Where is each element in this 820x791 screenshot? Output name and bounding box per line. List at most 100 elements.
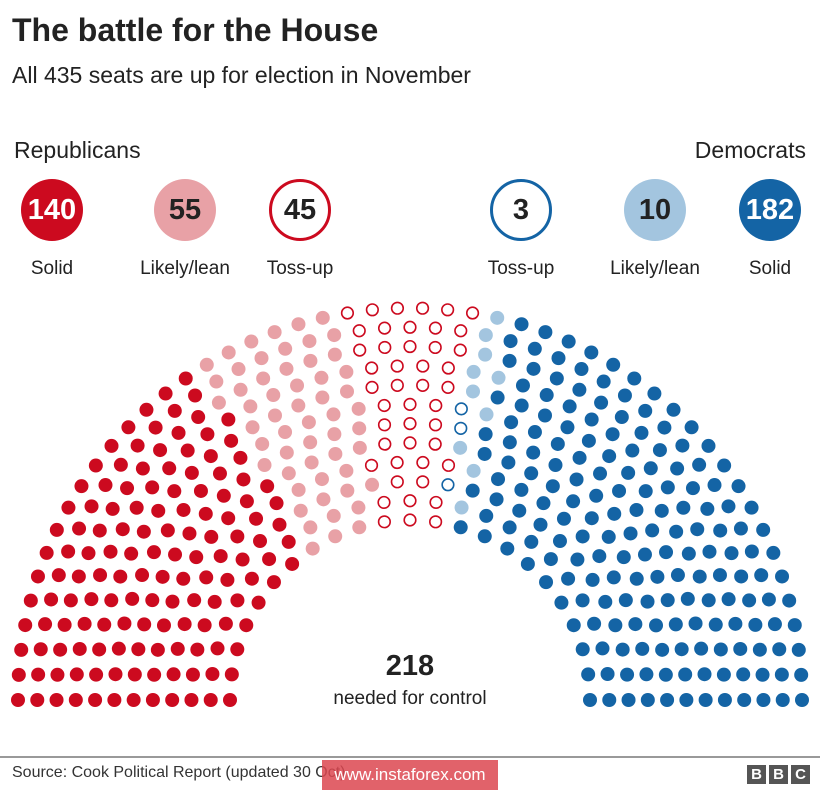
seat-dot bbox=[131, 642, 146, 657]
seat-dot bbox=[593, 466, 608, 481]
seat-dot bbox=[197, 618, 212, 633]
seat-dot bbox=[212, 466, 227, 481]
seat-dot bbox=[127, 667, 142, 682]
seat-dot bbox=[581, 433, 596, 448]
seat-dot bbox=[266, 388, 281, 403]
seat-dot bbox=[501, 455, 516, 470]
seat-dot bbox=[701, 593, 716, 608]
seat-dot bbox=[303, 353, 318, 368]
seat-dot bbox=[205, 666, 220, 681]
seat-dot bbox=[554, 595, 569, 610]
seat-category-label: Likely/lean bbox=[140, 258, 230, 279]
seat-dot bbox=[602, 693, 617, 707]
seat-dot bbox=[403, 417, 417, 431]
seat-dot bbox=[416, 359, 430, 373]
seat-dot bbox=[724, 546, 739, 561]
seat-dot bbox=[441, 303, 455, 317]
seat-dot bbox=[754, 568, 769, 583]
chart-subtitle: All 435 seats are up for election in Nov… bbox=[12, 62, 471, 88]
seat-dot bbox=[30, 569, 45, 584]
seat-dot bbox=[766, 545, 781, 560]
bbc-logo-letter: B bbox=[769, 765, 788, 784]
seat-dot bbox=[71, 569, 86, 584]
seat-dot bbox=[453, 440, 468, 455]
seat-dot bbox=[502, 520, 517, 535]
seat-dot bbox=[113, 457, 128, 472]
seat-dot bbox=[177, 617, 192, 632]
seat-dot bbox=[390, 475, 404, 489]
seat-dot bbox=[216, 488, 231, 503]
seat-dot bbox=[63, 593, 78, 608]
seat-dot bbox=[145, 480, 160, 495]
seat-dot bbox=[692, 457, 707, 472]
seat-dot bbox=[285, 556, 300, 571]
seat-dot bbox=[221, 511, 236, 526]
seat-dot bbox=[728, 616, 743, 631]
seat-dot bbox=[752, 642, 767, 657]
seat-dot bbox=[502, 435, 517, 450]
seat-dot bbox=[243, 399, 258, 414]
seat-dot bbox=[477, 529, 492, 544]
seat-count-badge: 55 bbox=[154, 179, 216, 241]
seat-dot bbox=[587, 616, 602, 631]
seat-dot bbox=[97, 617, 112, 632]
seat-dot bbox=[755, 667, 770, 682]
seat-dot bbox=[326, 407, 341, 422]
seat-dot bbox=[524, 534, 539, 549]
seat-dot bbox=[737, 693, 752, 707]
seat-dot bbox=[150, 642, 165, 657]
seat-dot bbox=[210, 641, 225, 656]
seat-dot bbox=[224, 667, 239, 682]
seat-dot bbox=[74, 479, 89, 494]
seat-dot bbox=[165, 594, 180, 609]
seat-dot bbox=[260, 479, 275, 494]
seat-dot bbox=[657, 420, 672, 435]
seat-dot bbox=[218, 616, 233, 631]
seat-dot bbox=[98, 478, 113, 493]
seat-dot bbox=[453, 520, 468, 535]
seat-dot bbox=[156, 618, 171, 633]
seat-dot bbox=[721, 592, 736, 607]
seat-dot bbox=[526, 445, 541, 460]
seat-dot bbox=[176, 502, 191, 517]
seat-dot bbox=[416, 455, 430, 470]
seat-dot bbox=[340, 483, 355, 498]
seat-count-badge: 3 bbox=[490, 179, 552, 241]
seat-category-label: Solid bbox=[30, 258, 74, 279]
seat-dot bbox=[139, 402, 154, 417]
seat-dot bbox=[31, 667, 46, 682]
seat-dot bbox=[105, 501, 120, 516]
seat-dot bbox=[645, 523, 660, 538]
seat-dot bbox=[352, 324, 366, 338]
seat-dot bbox=[239, 618, 254, 633]
seat-dot bbox=[302, 334, 317, 349]
seat-dot bbox=[213, 549, 228, 564]
seat-dot bbox=[88, 458, 103, 473]
seat-dot bbox=[681, 546, 696, 561]
seat-dot bbox=[514, 398, 529, 413]
seat-dot bbox=[191, 410, 206, 425]
seat-dot bbox=[203, 693, 218, 707]
democrats-label: Democrats bbox=[694, 137, 806, 163]
seat-dot bbox=[748, 617, 763, 632]
seat-dot bbox=[315, 310, 330, 325]
seat-dot bbox=[592, 549, 607, 564]
seat-dot bbox=[702, 544, 717, 559]
seat-dot bbox=[575, 529, 590, 544]
seat-dot bbox=[72, 641, 87, 656]
seat-dot bbox=[352, 421, 367, 436]
seat-dot bbox=[145, 593, 160, 608]
seat-dot bbox=[49, 693, 64, 707]
seat-dot bbox=[50, 667, 65, 682]
seat-dot bbox=[327, 347, 342, 362]
seat-dot bbox=[716, 667, 731, 682]
seat-dot bbox=[454, 500, 469, 515]
seat-dot bbox=[581, 667, 596, 682]
seat-dot bbox=[795, 693, 809, 707]
seat-dot bbox=[685, 481, 700, 496]
seat-dot bbox=[428, 418, 443, 432]
seat-dot bbox=[717, 458, 732, 473]
seat-dot bbox=[84, 499, 99, 514]
seat-dot bbox=[147, 667, 162, 682]
seat-dot bbox=[453, 343, 467, 357]
